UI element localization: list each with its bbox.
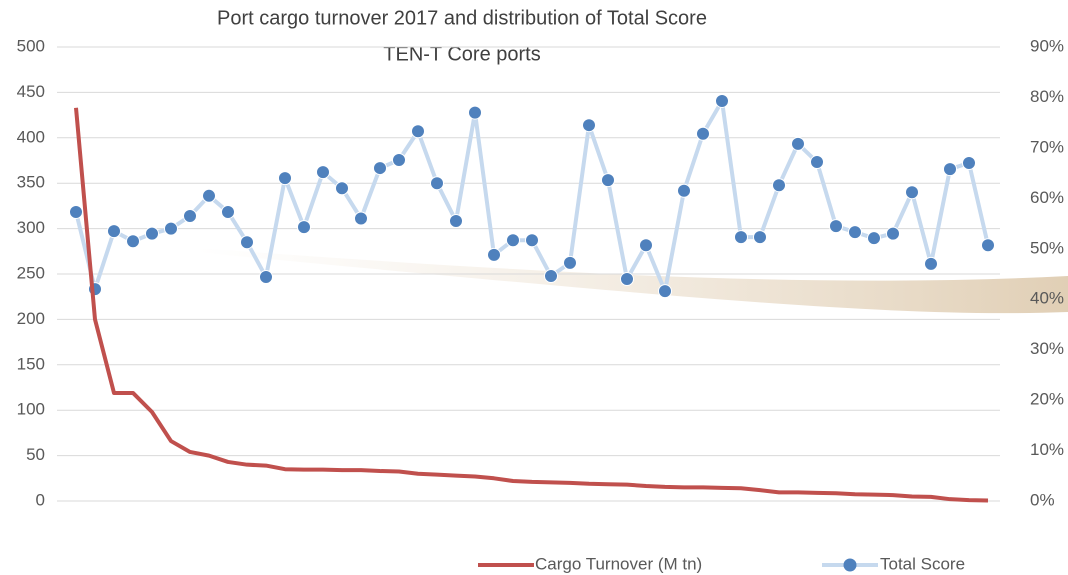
marker	[203, 189, 216, 202]
marker	[621, 273, 634, 286]
y2-tick-label: 40%	[1030, 289, 1064, 308]
marker	[336, 182, 349, 195]
y-tick-label: 50	[26, 445, 45, 464]
y2-tick-label: 50%	[1030, 238, 1064, 257]
y-tick-label: 400	[17, 127, 45, 146]
marker	[412, 125, 425, 138]
marker	[317, 166, 330, 179]
y2-tick-label: 30%	[1030, 339, 1064, 358]
y2-tick-label: 10%	[1030, 440, 1064, 459]
marker	[830, 220, 843, 233]
legend-label: Total Score	[880, 554, 965, 573]
marker	[754, 231, 767, 244]
marker	[374, 162, 387, 175]
marker	[108, 225, 121, 238]
marker	[70, 205, 83, 218]
marker	[659, 285, 672, 298]
marker	[241, 236, 254, 249]
chart: Port cargo turnover 2017 and distributio…	[0, 0, 1068, 575]
marker	[887, 227, 900, 240]
marker	[792, 137, 805, 150]
marker	[773, 179, 786, 192]
marker	[583, 119, 596, 132]
marker	[393, 153, 406, 166]
marker	[716, 94, 729, 107]
marker	[165, 222, 178, 235]
y-tick-label: 350	[17, 173, 45, 192]
marker	[982, 239, 995, 252]
marker	[279, 172, 292, 185]
marker	[925, 257, 938, 270]
marker	[697, 127, 710, 140]
marker	[602, 174, 615, 187]
chart-title: Port cargo turnover 2017 and distributio…	[217, 7, 707, 29]
y2-tick-label: 80%	[1030, 87, 1064, 106]
marker	[735, 231, 748, 244]
marker	[564, 256, 577, 269]
marker	[526, 234, 539, 247]
marker	[849, 226, 862, 239]
marker	[811, 156, 824, 169]
marker	[678, 184, 691, 197]
marker	[906, 186, 919, 199]
y2-tick-label: 60%	[1030, 188, 1064, 207]
marker	[450, 215, 463, 228]
y-tick-label: 100	[17, 400, 45, 419]
y-tick-label: 200	[17, 309, 45, 328]
y-tick-label: 300	[17, 218, 45, 237]
y2-tick-label: 90%	[1030, 36, 1064, 55]
marker	[222, 205, 235, 218]
y-tick-label: 500	[17, 36, 45, 55]
legend-label: Cargo Turnover (M tn)	[535, 554, 702, 573]
y-tick-label: 450	[17, 82, 45, 101]
marker	[507, 234, 520, 247]
marker	[868, 232, 881, 245]
marker	[488, 248, 501, 261]
y-tick-label: 0	[36, 490, 45, 509]
marker	[355, 212, 368, 225]
y-tick-label: 250	[17, 263, 45, 282]
marker	[431, 177, 444, 190]
marker	[298, 221, 311, 234]
y-tick-label: 150	[17, 354, 45, 373]
marker	[640, 239, 653, 252]
marker	[944, 163, 957, 176]
marker	[127, 235, 140, 248]
legend-swatch	[844, 559, 857, 572]
marker	[963, 157, 976, 170]
y2-tick-label: 0%	[1030, 490, 1055, 509]
marker	[184, 209, 197, 222]
y2-tick-label: 70%	[1030, 137, 1064, 156]
marker	[260, 271, 273, 284]
marker	[545, 270, 558, 283]
y2-tick-label: 20%	[1030, 390, 1064, 409]
marker	[469, 106, 482, 119]
marker	[146, 227, 159, 240]
